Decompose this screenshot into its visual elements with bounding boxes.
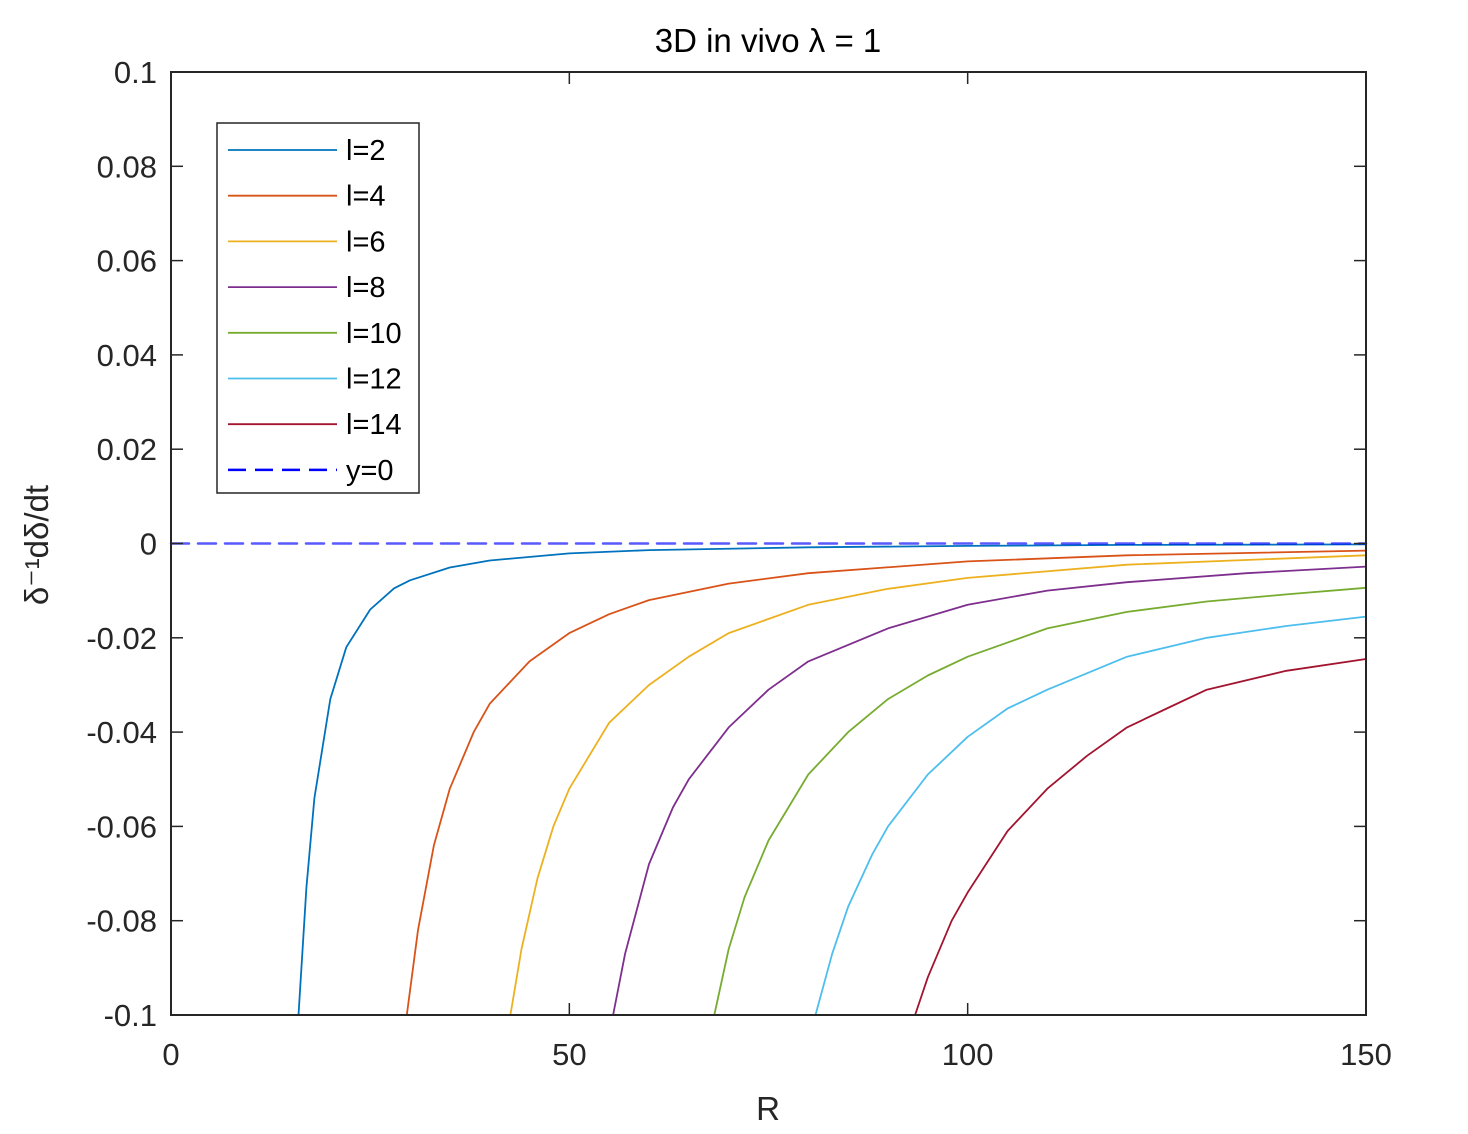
x-tick-label: 100 bbox=[942, 1037, 994, 1072]
y-tick-label: -0.08 bbox=[86, 904, 157, 939]
series-line-l-10 bbox=[713, 586, 1367, 1016]
y-tick-label: 0.1 bbox=[114, 55, 157, 90]
y-tick-label: 0.08 bbox=[97, 149, 157, 184]
series-line-l-12 bbox=[814, 615, 1367, 1016]
y-tick-label: -0.06 bbox=[86, 809, 157, 844]
plot-frame bbox=[170, 71, 1367, 1016]
x-tick-label: 50 bbox=[552, 1037, 586, 1072]
chart-title: 3D in vivo λ = 1 bbox=[655, 22, 882, 59]
tick-labels: 0 50 100 150 0.1 0.08 0.06 0.04 0.02 0 -0.02 -0.04 -… bbox=[86, 55, 1392, 1072]
legend-box bbox=[216, 122, 420, 494]
legend-label-l-14: l=14 bbox=[346, 409, 402, 441]
series-line-l-6 bbox=[509, 554, 1367, 1016]
legend-label-l-8: l=8 bbox=[346, 272, 386, 304]
y-tick-label: -0.04 bbox=[86, 715, 157, 750]
series-line-l-2 bbox=[297, 543, 1367, 1016]
y-tick-label: -0.1 bbox=[104, 998, 157, 1033]
legend-label-y-0: y=0 bbox=[346, 455, 394, 487]
plot-lines bbox=[169, 542, 1368, 1016]
legend-label-l-10: l=10 bbox=[346, 318, 402, 350]
legend-label-l-2: l=2 bbox=[346, 135, 386, 167]
series-line-l-14 bbox=[914, 658, 1367, 1016]
x-tick-label: 0 bbox=[162, 1037, 179, 1072]
x-axis-label: R bbox=[756, 1090, 780, 1127]
y-axis-label: δ⁻¹dδ/dt bbox=[18, 485, 55, 605]
series-line-l-4 bbox=[405, 549, 1367, 1016]
y-tick-label: 0 bbox=[140, 527, 157, 562]
y-tick-label: 0.02 bbox=[97, 432, 157, 467]
legend-label-l-4: l=4 bbox=[346, 181, 386, 213]
legend-label-l-6: l=6 bbox=[346, 226, 386, 258]
legend-label-l-12: l=12 bbox=[346, 364, 402, 396]
legend: l=2 l=4 l=6 l=8 l=10 l=12 l=14 y=0 bbox=[216, 122, 420, 494]
series-line-l-8 bbox=[612, 565, 1367, 1016]
y-tick-label: -0.02 bbox=[86, 621, 157, 656]
y-tick-label: 0.06 bbox=[97, 244, 157, 279]
x-tick-label: 150 bbox=[1340, 1037, 1392, 1072]
y-tick-label: 0.04 bbox=[97, 338, 157, 373]
